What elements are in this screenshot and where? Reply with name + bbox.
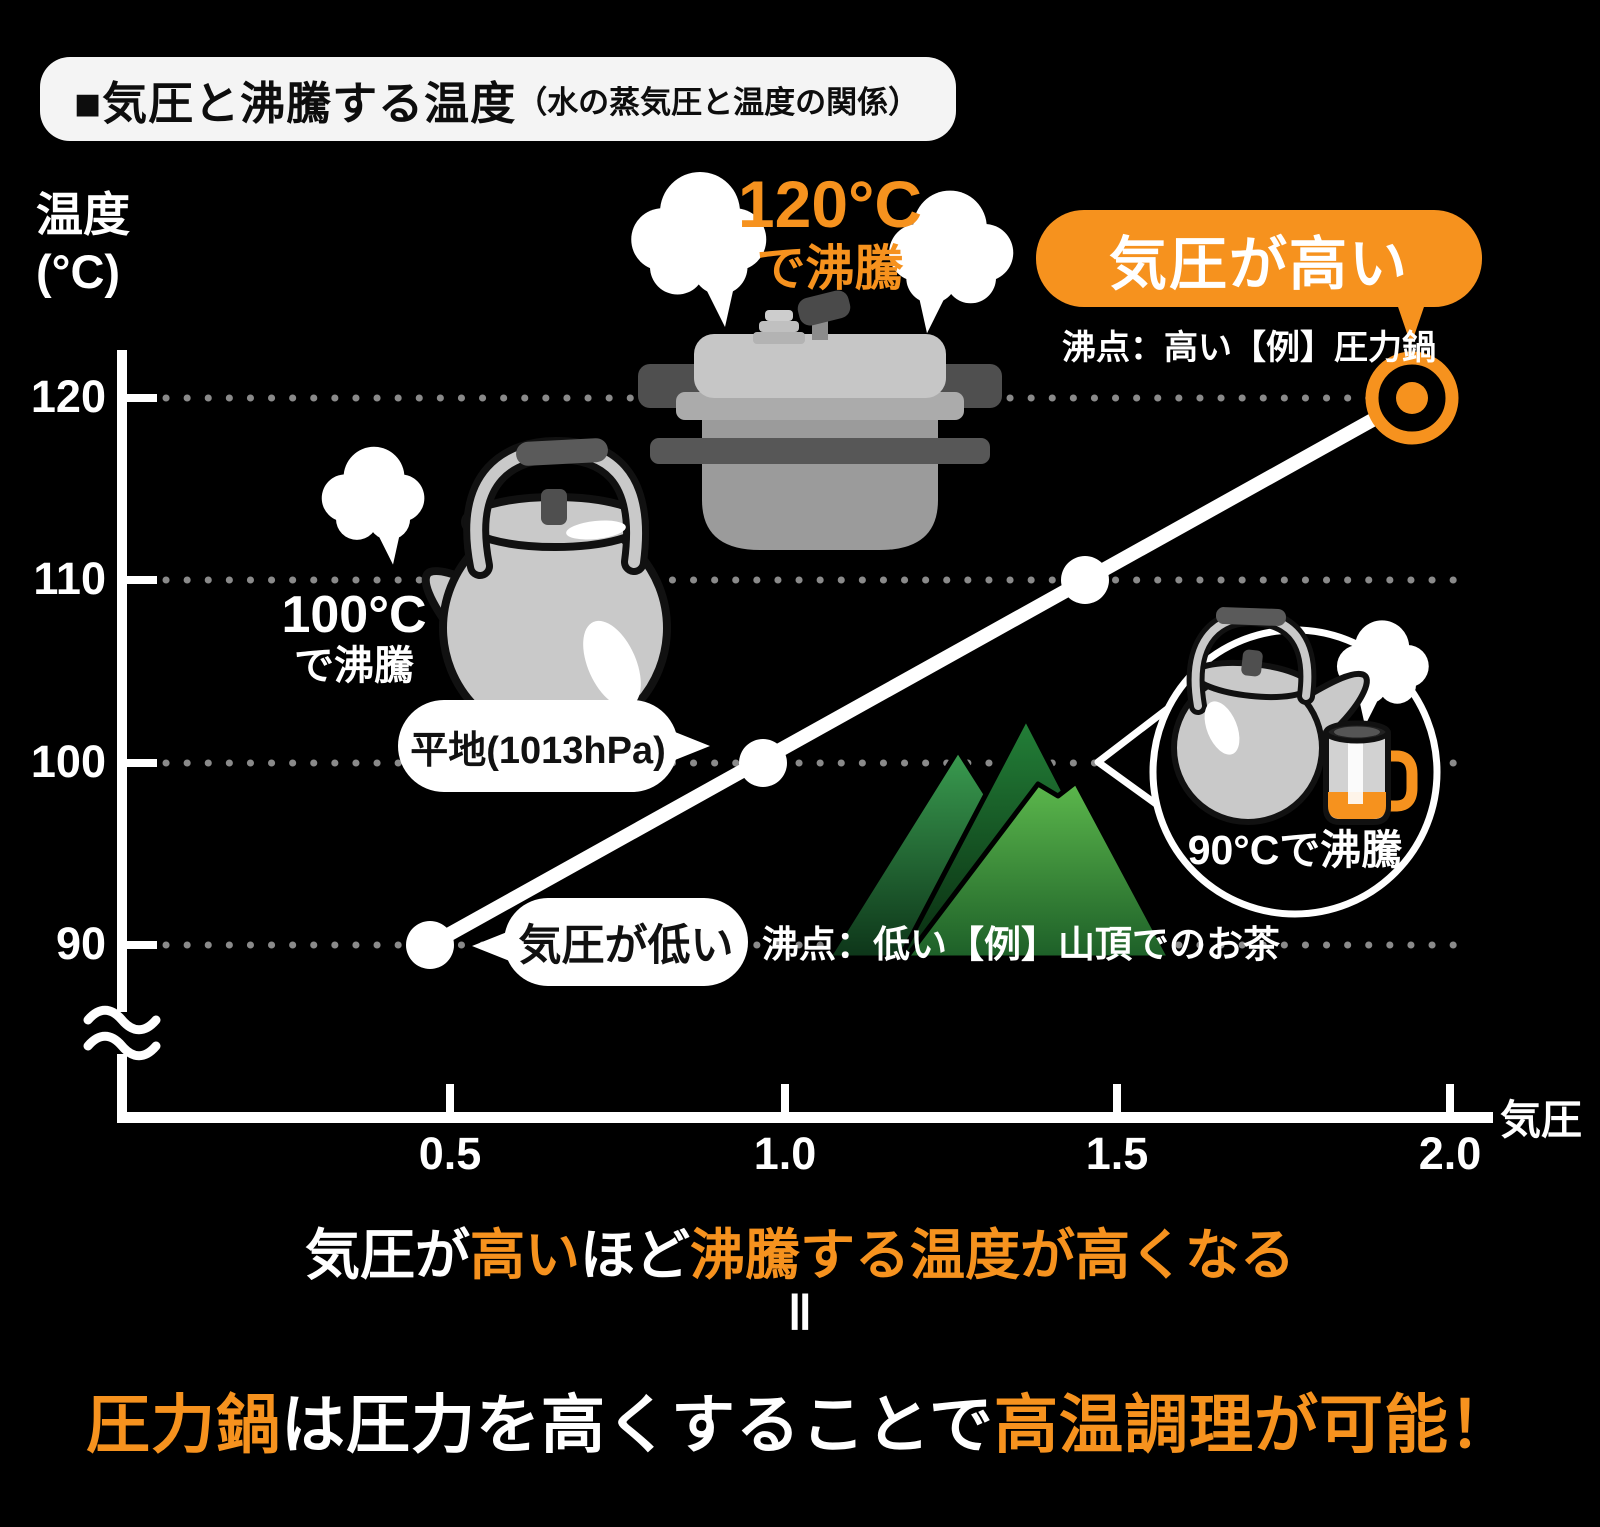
inset-callout-circle xyxy=(1094,607,1441,918)
inset-mug-icon xyxy=(1323,720,1418,825)
axis-break-icon xyxy=(83,1005,161,1061)
page-subtitle: （水の蒸気圧と温度の関係） xyxy=(516,84,920,120)
y-tick-110: 110 xyxy=(33,553,106,604)
bubble-tail-right xyxy=(670,730,710,762)
pressure-cooker-icon xyxy=(638,290,1002,550)
boiling-curve-line xyxy=(406,351,1459,969)
boil-100-label: 100°C で沸騰 xyxy=(281,586,427,689)
x-tick-15: 1.5 xyxy=(1085,1128,1149,1179)
bubble-tail-left xyxy=(472,929,512,962)
high-pressure-speech-bubble: 気圧が高い xyxy=(1036,210,1482,345)
conclusion-line-2: 圧力鍋は圧力を高くすることで高温調理が可能！ xyxy=(0,1374,1600,1466)
steam-puff-icon xyxy=(321,446,425,565)
conclusion-segment: 沸騰する温度が高くなる xyxy=(690,1224,1296,1286)
low-pressure-note: 沸点：低い【例】山頂でのお茶 xyxy=(762,924,1280,965)
bubble-tail-down xyxy=(1396,301,1426,345)
title-badge: ■気圧と沸騰する温度 （水の蒸気圧と温度の関係） xyxy=(40,57,956,141)
conclusion-segment: は圧力を高くすることで xyxy=(280,1389,995,1461)
x-tick-10: 1.0 xyxy=(753,1128,817,1179)
conclusion-line-1: 気圧が高いほど沸騰する温度が高くなる xyxy=(0,1210,1600,1290)
conclusion-segment: 気圧が xyxy=(304,1224,470,1286)
data-point-90 xyxy=(406,921,454,969)
equals-symbol: ‖ xyxy=(787,1285,813,1341)
boil-120-label: 120°C で沸騰 xyxy=(737,167,923,296)
kettle-icon xyxy=(421,436,671,744)
y-tick-100: 100 xyxy=(30,736,106,787)
page-title: ■気圧と沸騰する温度 xyxy=(74,77,517,129)
data-point-110 xyxy=(1061,556,1109,604)
x-tick-05: 0.5 xyxy=(418,1128,482,1179)
low-pressure-speech-bubble: 気圧が低い xyxy=(472,898,748,986)
conclusion-segment: 圧力鍋 xyxy=(85,1389,281,1461)
y-axis-label: 温度 (°C) xyxy=(36,188,130,299)
conclusion-segment: 高い xyxy=(469,1224,580,1286)
mountains-icon xyxy=(825,715,1173,961)
y-tick-120: 120 xyxy=(30,371,106,422)
x-axis-label: 気圧 xyxy=(1500,1097,1582,1143)
axes xyxy=(117,350,1493,1123)
conclusion-segment: ほど xyxy=(580,1224,691,1286)
inset-kettle-icon xyxy=(1171,607,1370,825)
flatland-speech-bubble: 平地(1013hPa) xyxy=(398,700,710,792)
x-tick-20: 2.0 xyxy=(1418,1128,1482,1179)
inset-boil-90-label: 90°Cで沸騰 xyxy=(1187,827,1403,873)
data-point-100 xyxy=(739,739,787,787)
high-pressure-note: 沸点：高い【例】圧力鍋 xyxy=(1062,329,1436,367)
data-point-120-orange-ring xyxy=(1365,351,1459,445)
conclusion-segment: 高温調理が可能！ xyxy=(994,1389,1515,1461)
y-tick-90: 90 xyxy=(55,918,106,969)
